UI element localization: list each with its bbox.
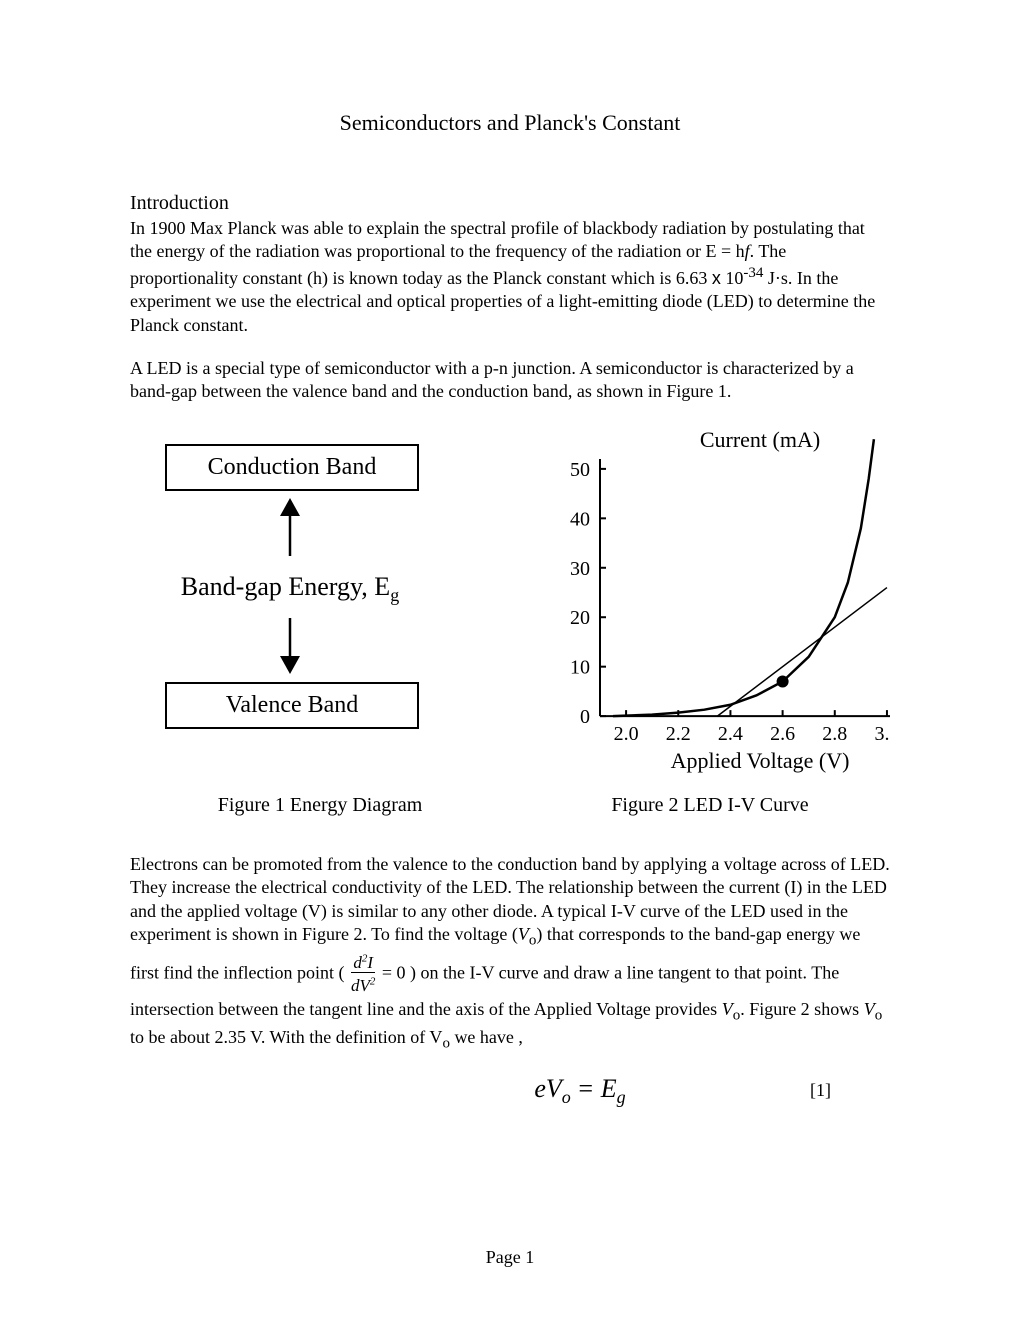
svg-text:2.6: 2.6 bbox=[770, 723, 795, 745]
bandgap-label: Band-gap Energy, Eg bbox=[130, 572, 450, 606]
svg-text:Current (mA): Current (mA) bbox=[700, 427, 820, 452]
fraction-d2I-dV2: d2IdV2 bbox=[349, 951, 377, 998]
paragraph-1: In 1900 Max Planck was able to explain t… bbox=[130, 217, 890, 337]
svg-text:Applied Voltage (V): Applied Voltage (V) bbox=[671, 748, 850, 773]
p1-sup: -34 bbox=[743, 265, 763, 281]
svg-text:0: 0 bbox=[580, 706, 590, 728]
p3-V-1: V bbox=[518, 924, 529, 944]
frac-num: d2I bbox=[351, 953, 375, 973]
valence-band-box: Valence Band bbox=[165, 682, 419, 729]
svg-text:30: 30 bbox=[570, 558, 590, 580]
svg-text:2.8: 2.8 bbox=[822, 723, 847, 745]
iv-curve-chart: 0 10 20 30 40 50 2.0 2.2 2.4 2.6 2.8 3.0 Current (mA… bbox=[530, 424, 890, 784]
arrow-up-icon bbox=[270, 498, 310, 558]
page: Semiconductors and Planck's Constant Int… bbox=[0, 0, 1020, 1320]
conduction-band-box: Conduction Band bbox=[165, 444, 419, 491]
p1-text-3: 10 bbox=[721, 268, 744, 288]
svg-text:50: 50 bbox=[570, 459, 590, 481]
p1-times-x: x bbox=[712, 268, 721, 288]
svg-text:2.2: 2.2 bbox=[666, 723, 691, 745]
paragraph-3: Electrons can be promoted from the valen… bbox=[130, 853, 890, 1054]
svg-text:40: 40 bbox=[570, 508, 590, 530]
p3-Vsub-3: o bbox=[875, 1007, 883, 1023]
equation-1-body: eVo = Eg bbox=[350, 1074, 810, 1108]
page-title: Semiconductors and Planck's Constant bbox=[130, 110, 890, 136]
bandgap-text: Band-gap Energy, E bbox=[181, 572, 390, 601]
svg-text:2.4: 2.4 bbox=[718, 723, 743, 745]
paragraph-2: A LED is a special type of semiconductor… bbox=[130, 357, 890, 404]
captions-row: Figure 1 Energy Diagram Figure 2 LED I-V… bbox=[130, 794, 890, 817]
svg-text:20: 20 bbox=[570, 607, 590, 629]
equation-1-number: [1] bbox=[810, 1080, 890, 1101]
p3-Vsub-4: o bbox=[442, 1035, 450, 1051]
svg-text:10: 10 bbox=[570, 656, 590, 678]
figure-2-caption: Figure 2 LED I-V Curve bbox=[530, 794, 890, 817]
page-number: Page 1 bbox=[0, 1247, 1020, 1268]
energy-diagram: Conduction Band Band-gap Energy, Eg Vale… bbox=[130, 424, 450, 764]
bandgap-sub: g bbox=[390, 585, 399, 605]
frac-den: dV2 bbox=[349, 976, 377, 995]
section-heading-introduction: Introduction bbox=[130, 192, 890, 215]
p3-text-4: . Figure 2 shows bbox=[740, 999, 864, 1019]
p3-text-6: we have , bbox=[450, 1027, 523, 1047]
p3-V-2: V bbox=[722, 999, 733, 1019]
figure-2: 0 10 20 30 40 50 2.0 2.2 2.4 2.6 2.8 3.0 Current (mA… bbox=[530, 424, 890, 784]
figures-row: Conduction Band Band-gap Energy, Eg Vale… bbox=[130, 424, 890, 784]
figure-1: Conduction Band Band-gap Energy, Eg Vale… bbox=[130, 424, 450, 764]
svg-text:2.0: 2.0 bbox=[614, 723, 639, 745]
p3-text-5: to be about 2.35 V. With the definition … bbox=[130, 1027, 442, 1047]
arrow-down-icon bbox=[270, 616, 310, 676]
p3-V-3: V bbox=[864, 999, 875, 1019]
figure-1-caption: Figure 1 Energy Diagram bbox=[150, 794, 490, 817]
equation-1: eVo = Eg [1] bbox=[130, 1074, 890, 1108]
svg-text:3.0: 3.0 bbox=[874, 723, 890, 745]
